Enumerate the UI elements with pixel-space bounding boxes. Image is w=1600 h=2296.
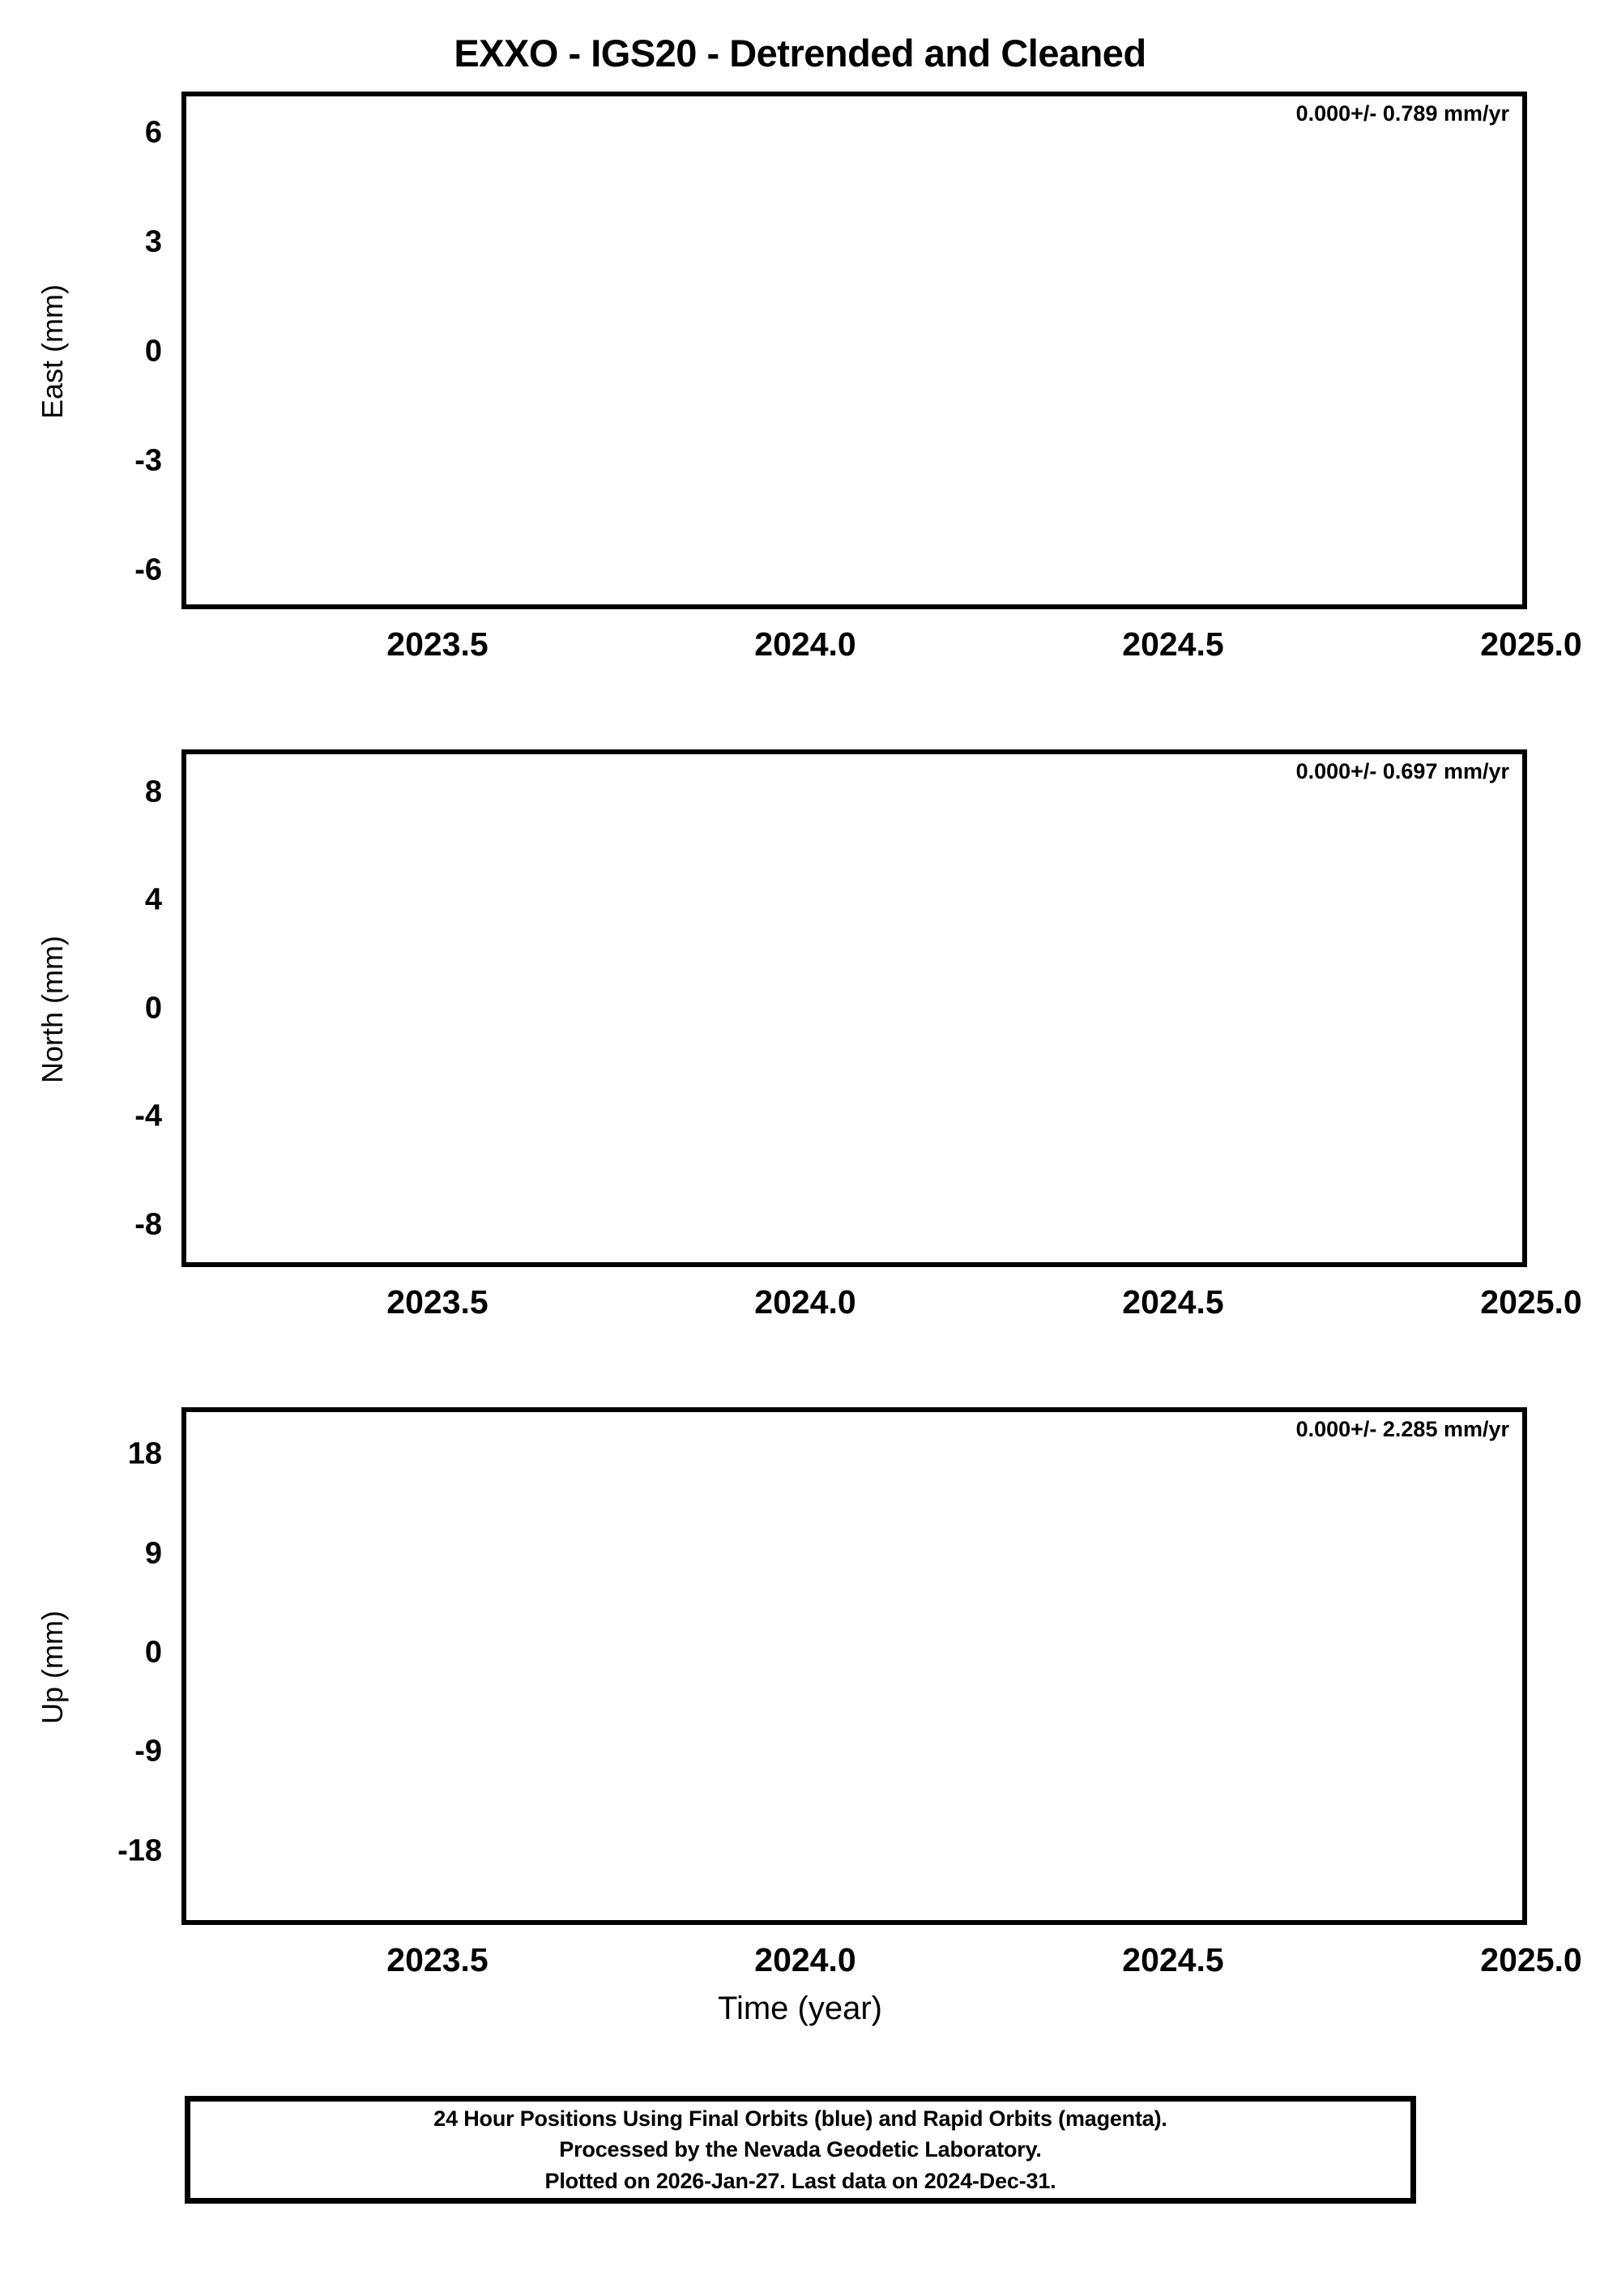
y-ticks-up: 18 9 0 -9 -18 — [24, 1407, 162, 1925]
plot-frame-east — [181, 92, 1527, 609]
y-ticks-north: 8 4 0 -4 -8 — [24, 749, 162, 1267]
y-tick-north-1: 4 — [144, 882, 162, 917]
x-tick-east-1: 2024.0 — [754, 625, 856, 663]
plot-frame-north — [181, 749, 1527, 1267]
x-tick-north-0: 2023.5 — [386, 1283, 489, 1321]
caption-box: 24 Hour Positions Using Final Orbits (bl… — [185, 2096, 1416, 2204]
y-tick-east-0: 6 — [144, 115, 162, 150]
panel-east: 0.000+/- 0.789 mm/yr — [181, 92, 1527, 609]
x-tick-up-1: 2024.0 — [754, 1941, 856, 1978]
y-tick-north-2: 0 — [144, 991, 162, 1025]
panel-up: 0.000+/- 2.285 mm/yr — [181, 1407, 1527, 1925]
x-tick-north-1: 2024.0 — [754, 1283, 856, 1321]
x-tick-up-0: 2023.5 — [386, 1941, 489, 1978]
y-tick-up-3: -9 — [134, 1734, 162, 1769]
y-tick-north-3: -4 — [134, 1099, 162, 1133]
y-tick-north-0: 8 — [144, 775, 162, 809]
y-tick-up-4: -18 — [117, 1833, 162, 1868]
y-tick-east-1: 3 — [144, 224, 162, 259]
rate-label-up: 0.000+/- 2.285 mm/yr — [1295, 1417, 1509, 1441]
x-tick-up-3: 2025.0 — [1480, 1941, 1582, 1978]
y-tick-north-4: -8 — [134, 1207, 162, 1241]
x-tick-north-2: 2024.5 — [1122, 1283, 1224, 1321]
y-tick-east-2: 0 — [144, 334, 162, 369]
x-tick-up-2: 2024.5 — [1122, 1941, 1224, 1978]
plot-frame-up — [181, 1407, 1527, 1925]
caption-line-2: Processed by the Nevada Geodetic Laborat… — [559, 2137, 1042, 2162]
y-tick-up-1: 9 — [144, 1536, 162, 1571]
y-ticks-east: 6 3 0 -3 -6 — [24, 92, 162, 609]
rate-label-east: 0.000+/- 0.789 mm/yr — [1295, 101, 1509, 126]
rate-label-north: 0.000+/- 0.697 mm/yr — [1295, 759, 1509, 783]
x-axis-label: Time (year) — [718, 1991, 882, 2026]
y-tick-up-2: 0 — [144, 1635, 162, 1670]
caption-line-3: Plotted on 2026-Jan-27. Last data on 202… — [544, 2168, 1056, 2193]
x-tick-east-3: 2025.0 — [1480, 625, 1582, 663]
page-title: EXXO - IGS20 - Detrended and Cleaned — [454, 32, 1146, 75]
y-tick-east-3: -3 — [134, 443, 162, 478]
x-tick-east-0: 2023.5 — [386, 625, 489, 663]
x-tick-north-3: 2025.0 — [1480, 1283, 1582, 1321]
x-tick-east-2: 2024.5 — [1122, 625, 1224, 663]
y-tick-up-0: 18 — [127, 1436, 162, 1471]
y-tick-east-4: -6 — [134, 553, 162, 587]
panel-north: 0.000+/- 0.697 mm/yr — [181, 749, 1527, 1267]
caption-line-1: 24 Hour Positions Using Final Orbits (bl… — [433, 2106, 1167, 2131]
